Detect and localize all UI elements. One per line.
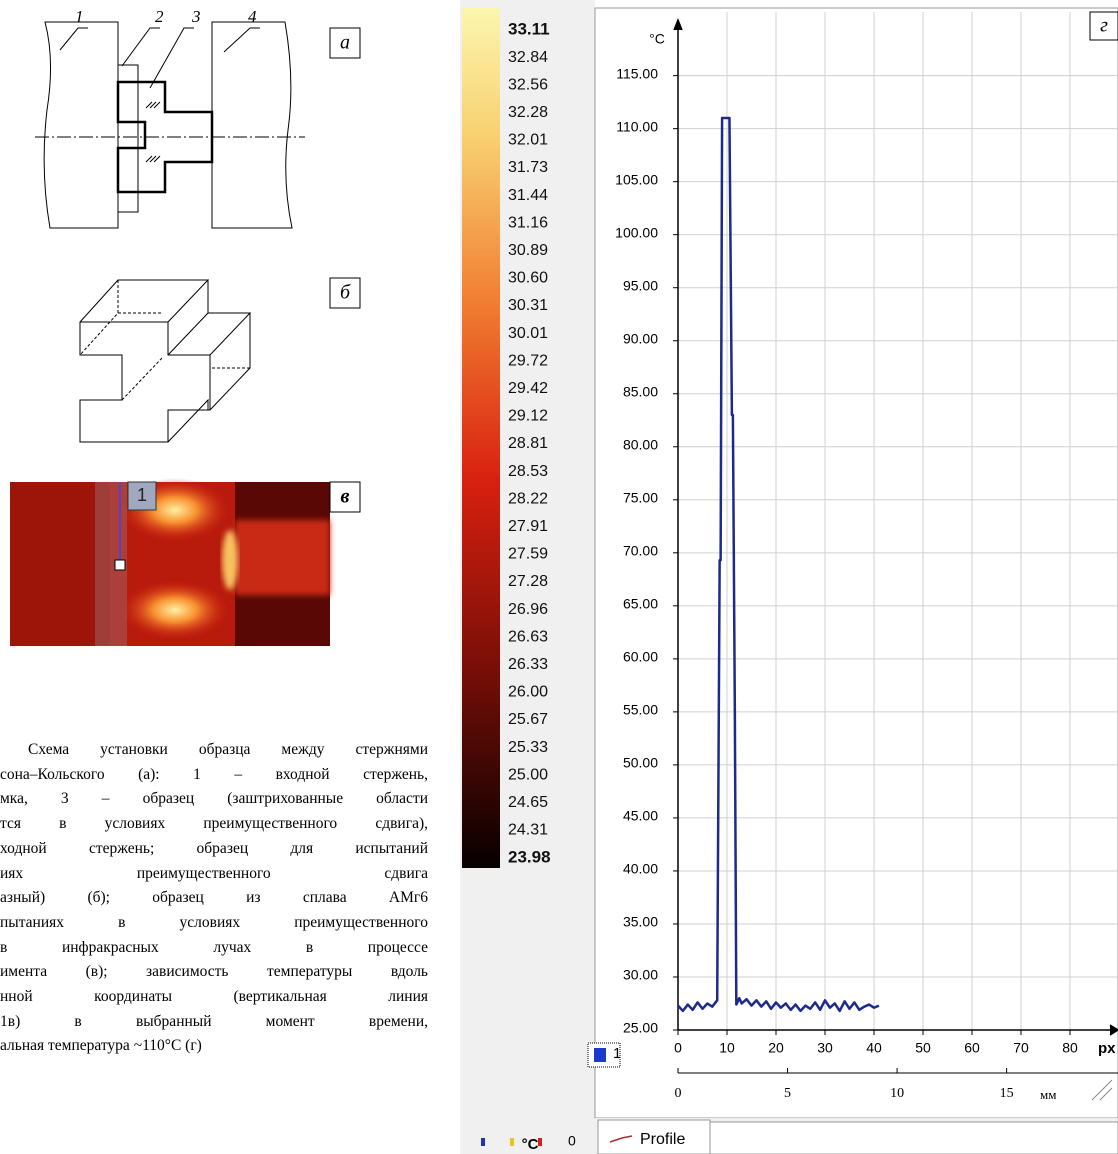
caption-line: пытаниях в условиях преимущественного: [0, 911, 428, 936]
colorbar-label: 25.00: [508, 766, 548, 783]
x-tick-label: 50: [915, 1040, 931, 1056]
diagram-a: [35, 22, 360, 228]
count: 0: [568, 1133, 576, 1149]
colorbar-label: 30.60: [508, 270, 548, 287]
label-2: 2: [155, 7, 164, 26]
colorbar-label: 25.67: [508, 711, 548, 728]
colorbar-label: 32.84: [508, 49, 548, 66]
colorbar-label: 26.63: [508, 628, 548, 645]
tab[interactable]: Profile: [640, 1131, 685, 1148]
colorbar-label: 27.28: [508, 573, 548, 590]
colorbar-label: 32.28: [508, 104, 548, 121]
y-tick-label: 30.00: [623, 967, 658, 983]
colorbar-labels: 33.11 32.84 32.56 32.28 32.01 31.73 31.44 31.16…: [508, 19, 551, 866]
y-tick-label: 65.00: [623, 596, 658, 612]
caption-line: альная температура ~110°С (г): [0, 1034, 428, 1059]
colorbar-label: 31.44: [508, 187, 548, 204]
caption-line: мка, 3 – образец (заштрихованные области: [0, 787, 428, 812]
x2-tick-label: 0: [675, 1086, 682, 1101]
x2-tick-label: 15: [1000, 1086, 1014, 1101]
marker-label: 1: [137, 485, 147, 505]
colorbar-label: 29.12: [508, 408, 548, 425]
colorbar-label: 29.72: [508, 352, 548, 369]
colorbar-label: 30.89: [508, 242, 548, 259]
thermal-image: [10, 478, 360, 646]
y-axis-label: °C: [649, 31, 665, 47]
panel-label: а: [340, 32, 350, 54]
x2-tick-label: 5: [784, 1086, 791, 1101]
y-tick-label: 35.00: [623, 914, 658, 930]
y-tick-label: 75.00: [623, 489, 658, 505]
colorbar-label: 25.33: [508, 739, 548, 756]
label-4: 4: [248, 7, 257, 26]
y-tick-label: 60.00: [623, 649, 658, 665]
panel-label: в: [341, 486, 350, 508]
colorbar-label: 31.73: [508, 159, 548, 176]
y-tick-label: 85.00: [623, 383, 658, 399]
colorbar-label: 24.65: [508, 794, 548, 811]
caption-line: 1в) в выбранный момент времени,: [0, 1010, 428, 1035]
x-tick-label: 0: [674, 1040, 682, 1056]
unit: °C: [522, 1136, 539, 1153]
x-tick-label: 10: [719, 1040, 735, 1056]
y-tick-label: 70.00: [623, 543, 658, 559]
label-1: 1: [75, 7, 84, 26]
colorbar-label: 28.53: [508, 463, 548, 480]
y-tick-label: 110.00: [616, 118, 658, 134]
y-tick-label: 105.00: [615, 171, 658, 187]
caption-line: Схема установки образца между стержнями: [0, 738, 428, 763]
software-frame: [460, 0, 1118, 1154]
colorbar-label: 29.42: [508, 380, 548, 397]
x2-tick-label: 10: [890, 1086, 904, 1101]
label-3: 3: [191, 7, 201, 26]
colorbar-label: 26.00: [508, 684, 548, 701]
colorbar-label: 32.01: [508, 132, 548, 149]
panel-label: г: [1100, 15, 1108, 37]
caption-line: нной координаты (вертикальная линия: [0, 985, 428, 1010]
colorbar-label: 33.11: [508, 19, 550, 38]
colorbar-label: 30.01: [508, 325, 548, 342]
x-tick-label: 60: [964, 1040, 980, 1056]
page: 25.00 30.00 35.00 40.00 45.00 50.00 55.00 60.00…: [0, 0, 1118, 1154]
colorbar-label: 28.81: [508, 435, 548, 452]
y-tick-label: 115.00: [616, 65, 658, 81]
caption-line: в инфракрасных лучах в процессе: [0, 936, 428, 961]
colorbar-label: 27.91: [508, 518, 548, 535]
y-tick-label: 50.00: [623, 755, 658, 771]
colorbar-label: 26.96: [508, 601, 548, 618]
colorbar-label: 30.31: [508, 297, 548, 314]
x2-axis-label: мм: [1040, 1087, 1056, 1102]
caption-line: имента (в); зависимость температуры вдол…: [0, 960, 428, 985]
y-tick-label: 95.00: [623, 277, 658, 293]
colorbar-label: 32.56: [508, 76, 548, 93]
x-tick-label: 30: [817, 1040, 833, 1056]
colorbar-label: 23.98: [508, 847, 551, 866]
y-tick-label: 45.00: [623, 808, 658, 824]
y-tick-label: 100.00: [615, 224, 658, 240]
x-axis-label: px: [1098, 1040, 1116, 1057]
caption-line: ходной стержень; образец для испытаний: [0, 837, 428, 862]
y-tick-label: 80.00: [623, 436, 658, 452]
y-tick-label: 25.00: [623, 1020, 658, 1036]
colorbar-label: 24.31: [508, 822, 548, 839]
colorbar-label: 28.22: [508, 490, 548, 507]
x-tick-label: 20: [768, 1040, 784, 1056]
legend-label: 1: [613, 1045, 621, 1062]
x-tick-label: 70: [1013, 1040, 1029, 1056]
colorbar-label: 27.59: [508, 546, 548, 563]
caption-line: иях преимущественного сдвига: [0, 862, 428, 887]
caption-line: тся в условиях преимущественного сдвига)…: [0, 812, 428, 837]
y-tick-label: 40.00: [623, 861, 658, 877]
x-tick-label: 40: [866, 1040, 882, 1056]
caption-line: азный) (б); образец из сплава АМг6: [0, 886, 428, 911]
colorbar-label: 31.16: [508, 214, 548, 231]
caption-line: сона–Кольского (а): 1 – входной стержень…: [0, 763, 428, 788]
panel-label: б: [340, 282, 351, 304]
colorbar-label: 26.33: [508, 656, 548, 673]
diagram-b: [80, 278, 360, 442]
y-tick-label: 55.00: [623, 702, 658, 718]
y-tick-label: 90.00: [623, 330, 658, 346]
x-tick-label: 80: [1062, 1040, 1078, 1056]
